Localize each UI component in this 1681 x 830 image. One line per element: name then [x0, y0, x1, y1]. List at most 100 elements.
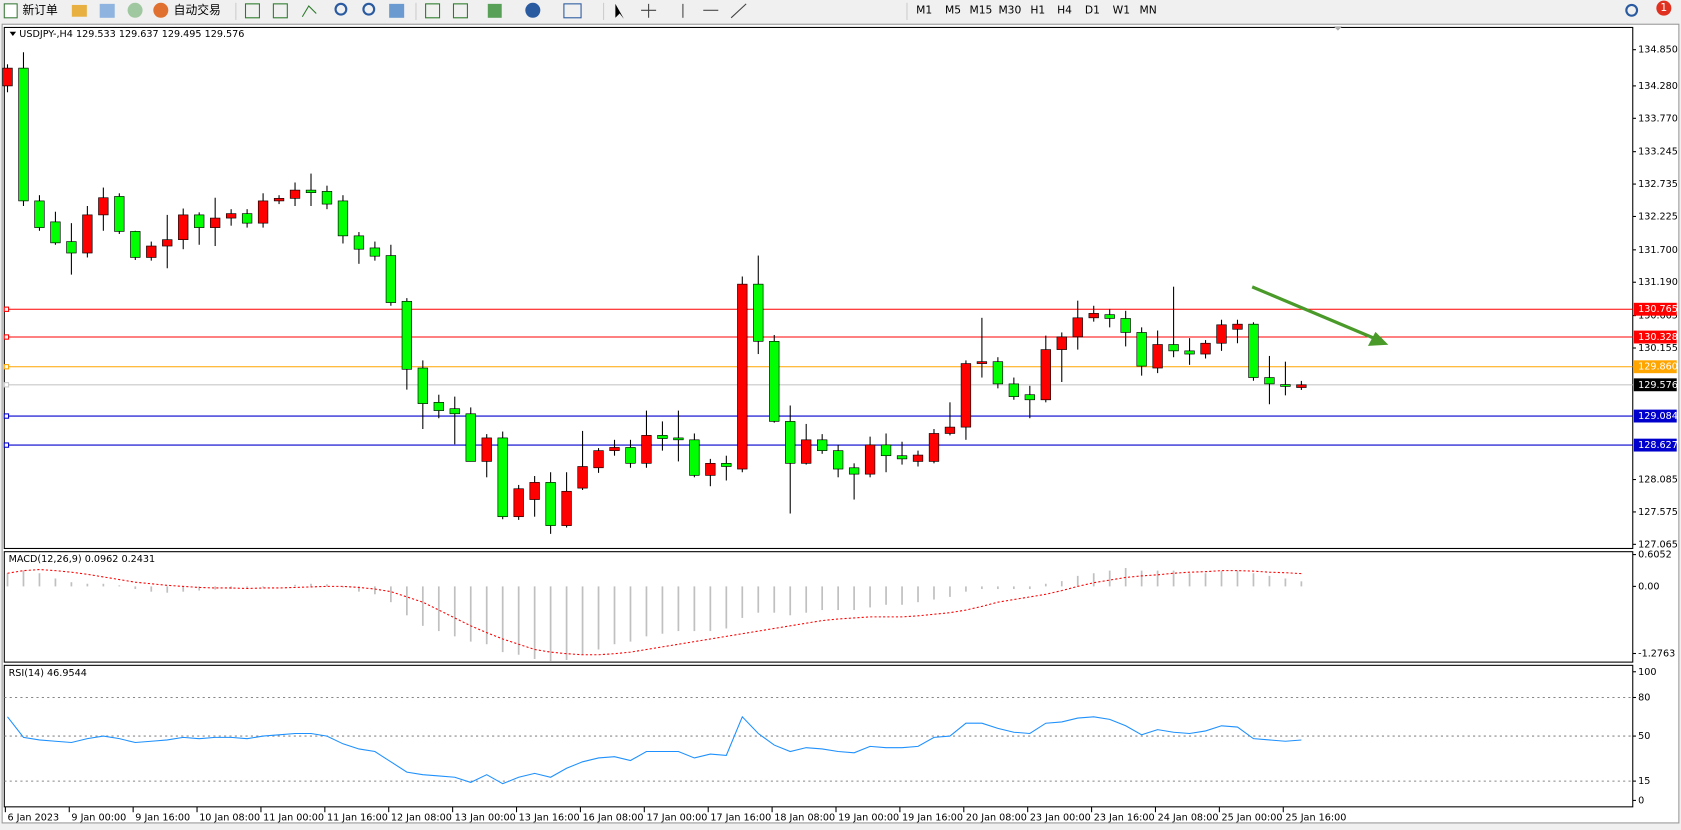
toolbar-icon[interactable] — [99, 3, 115, 18]
zoom-in[interactable] — [334, 2, 348, 16]
price-level-label: 130.328 — [1638, 332, 1678, 343]
timeframe-button[interactable]: D1 — [1085, 3, 1100, 16]
toolbar-icon[interactable] — [425, 3, 441, 19]
price-level-label: 128.627 — [1638, 440, 1678, 451]
timeframe-button[interactable]: M5 — [945, 3, 961, 16]
timeframe-button[interactable]: M15 — [969, 3, 992, 16]
candle-body — [769, 341, 780, 422]
crosshair-tool[interactable] — [641, 3, 657, 18]
candle-body — [529, 482, 540, 500]
y-tick-label: 127.575 — [1638, 507, 1678, 518]
candle-body — [817, 439, 828, 451]
timeframe-button[interactable]: MN — [1140, 3, 1157, 16]
toolbar-icon[interactable] — [301, 5, 317, 18]
y-tick-label: 131.700 — [1638, 245, 1678, 256]
candle-body — [114, 196, 125, 232]
timeframe-button[interactable]: M1 — [916, 3, 932, 16]
y-tick-label: 134.850 — [1638, 45, 1678, 56]
candle-body — [641, 435, 652, 464]
trendline-tool[interactable] — [730, 3, 747, 19]
x-tick-label: 23 Jan 16:00 — [1094, 813, 1155, 824]
candle-body — [992, 361, 1004, 385]
price-level-label-bg — [1633, 360, 1677, 374]
timeframes: M1 M5 M15 M30 H1 H4 D1 W1 MN — [916, 3, 1157, 16]
candle-body — [1168, 344, 1179, 352]
candle-body — [864, 444, 876, 475]
candle-body — [689, 439, 700, 476]
y-tick-label: 127.065 — [1638, 539, 1678, 550]
timeframe-button[interactable]: H4 — [1057, 3, 1072, 16]
candle-body — [1296, 384, 1307, 388]
search[interactable] — [1625, 3, 1639, 17]
candle-body — [305, 189, 317, 193]
candle-body — [194, 214, 205, 228]
toolbar-icon[interactable] — [452, 3, 468, 19]
price-level-label-bg — [1633, 409, 1677, 423]
candle-body — [1264, 377, 1275, 385]
y-tick-label: 15 — [1638, 776, 1650, 787]
toolbar-bg — [0, 0, 1681, 23]
trend-arrowhead — [1367, 331, 1389, 346]
auto-trading-icon[interactable] — [153, 2, 169, 18]
x-tick-label: 23 Jan 00:00 — [1030, 813, 1091, 824]
x-tick-label: 19 Jan 00:00 — [838, 813, 899, 824]
macd-title: MACD(12,26,9) 0.0962 0.2431 — [9, 554, 156, 565]
candle-body — [1136, 332, 1147, 367]
price-level-handle — [3, 334, 10, 340]
notification-count: 1 — [1660, 1, 1667, 14]
price-level-label-bg — [1633, 378, 1677, 392]
timeframe-button[interactable]: W1 — [1113, 3, 1130, 16]
candle-body — [1280, 384, 1291, 387]
candle-body — [1200, 342, 1211, 355]
price-level-handle — [3, 413, 10, 419]
price-level-label: 130.765 — [1638, 304, 1678, 315]
candle-body — [1120, 318, 1131, 333]
x-tick-label: 17 Jan 00:00 — [646, 813, 707, 824]
symbol-menu[interactable] — [9, 31, 17, 37]
y-tick-label: -1.2763 — [1638, 649, 1675, 660]
templates[interactable] — [563, 3, 582, 19]
candle-body — [1104, 314, 1115, 319]
timeframe-button[interactable]: H1 — [1030, 3, 1045, 16]
candle-body — [66, 241, 77, 254]
candle-body — [976, 361, 988, 364]
x-tick-label: 10 Jan 08:00 — [199, 813, 260, 824]
notification-badge[interactable] — [1656, 0, 1672, 16]
candle-body — [18, 67, 29, 202]
y-tick-label: 131.190 — [1638, 277, 1678, 288]
toolbar-icon[interactable] — [127, 2, 143, 18]
price-level-label-bg — [1633, 438, 1677, 452]
candle-body — [369, 247, 381, 257]
y-tick-label: 133.245 — [1638, 147, 1678, 158]
price-level-label: 129.084 — [1638, 411, 1678, 422]
shift-marker — [1333, 26, 1343, 31]
toolbar: 新订单 自动交易 M1 M5 M15 M30 H1 H4 D1 W1 MN 1 — [0, 0, 1681, 23]
new-order-icon[interactable] — [3, 3, 18, 19]
y-tick-label: 134.280 — [1638, 81, 1678, 92]
candle-body — [705, 463, 716, 476]
candle-body — [481, 437, 492, 462]
rsi-line — [7, 715, 1302, 785]
candle-body — [337, 200, 349, 237]
candle-body — [561, 490, 572, 526]
toolbar-icon[interactable] — [272, 3, 288, 19]
tile-windows[interactable] — [389, 3, 405, 18]
x-tick-label: 13 Jan 00:00 — [455, 813, 516, 824]
candle-body — [321, 191, 333, 205]
new-order-button[interactable]: 新订单 — [23, 3, 59, 17]
zoom-out[interactable] — [362, 2, 376, 16]
y-tick-label: 130.155 — [1638, 343, 1678, 354]
timeframe-button[interactable]: M30 — [998, 3, 1021, 16]
indicators[interactable] — [487, 3, 502, 18]
periods[interactable] — [525, 2, 541, 18]
x-tick-label: 16 Jan 08:00 — [583, 813, 644, 824]
toolbar-icon[interactable] — [244, 3, 260, 19]
candle-body — [353, 235, 365, 250]
candle-body — [1216, 324, 1227, 344]
x-tick-label: 13 Jan 16:00 — [519, 813, 580, 824]
auto-trading-button[interactable]: 自动交易 — [174, 3, 221, 17]
toolbar-icon[interactable] — [71, 4, 87, 17]
candle-body — [593, 450, 604, 469]
candle-body — [82, 214, 93, 254]
